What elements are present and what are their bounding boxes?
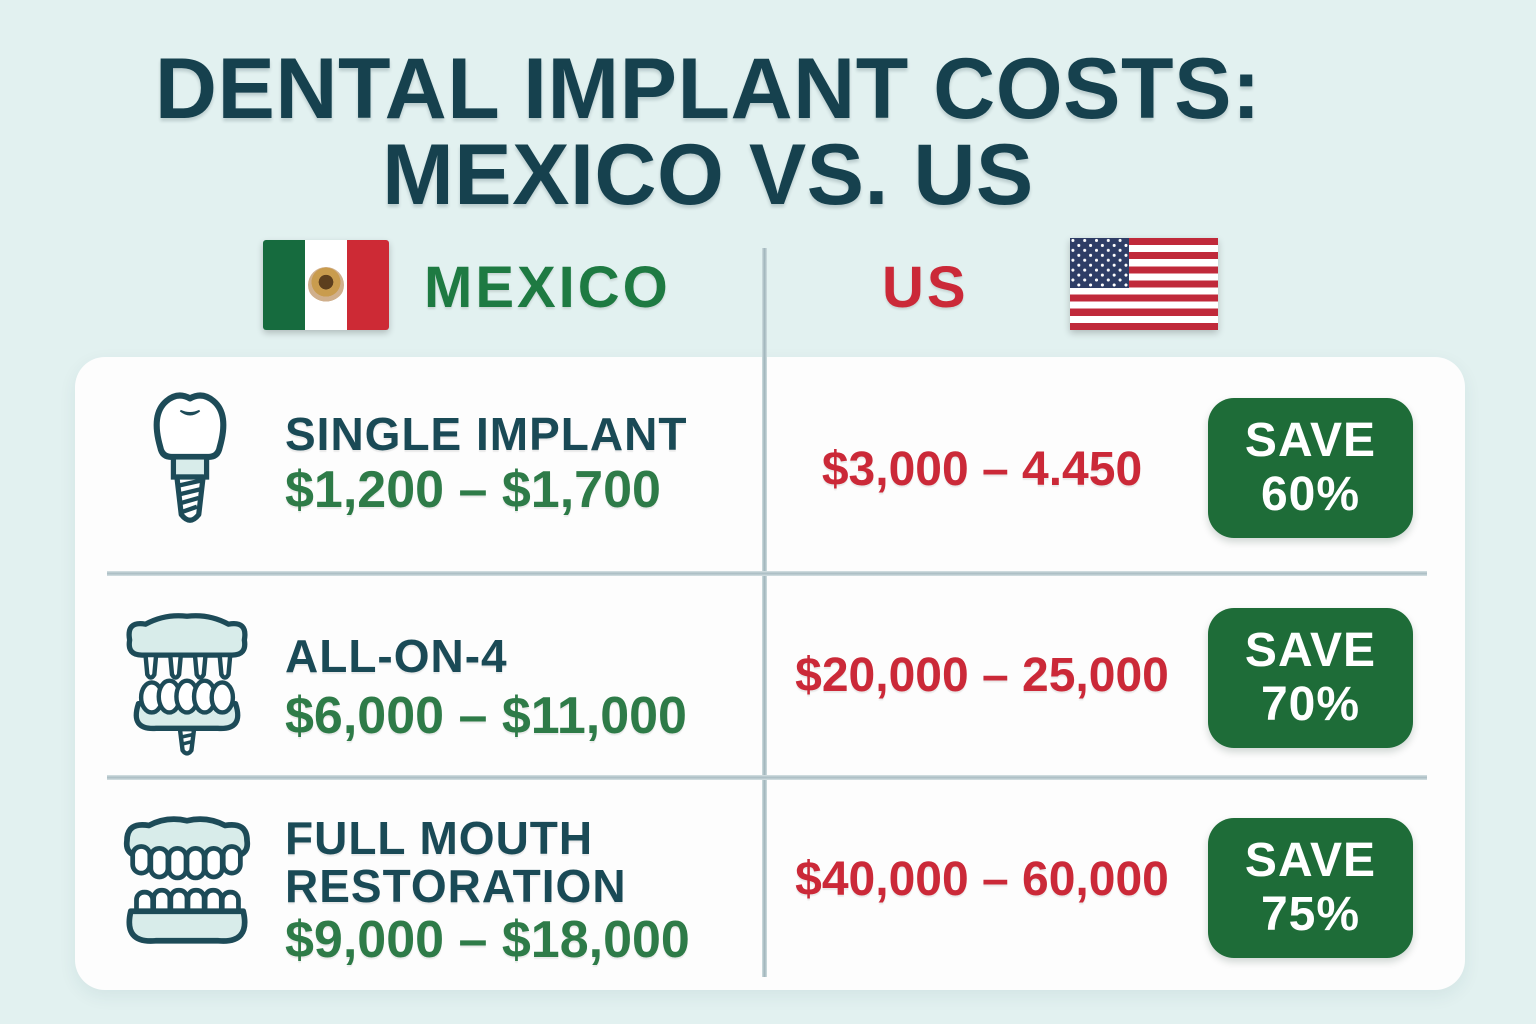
us-price: $3,000 – 4.450 [821,443,1143,496]
procedure-name-line: ALL-ON-4 [285,630,508,682]
mexico-price: $9,000 – $18,000 [285,911,690,969]
us-price: $20,000 – 25,000 [795,649,1169,702]
savings-badge-value: 60% [1260,468,1361,521]
mexico-flag-red-stripe [347,240,389,330]
savings-badge-label: SAVE [1244,834,1377,888]
procedure-name: ALL-ON-4 [285,630,508,682]
column-divider [762,248,767,977]
us-column-header: US [882,255,969,320]
savings-badge: SAVE 70% [1208,608,1413,748]
mexico-price: $1,200 – $1,700 [285,461,661,519]
savings-badge-value: 75% [1260,888,1361,941]
us-flag-stars-canton [1070,238,1129,288]
savings-badge: SAVE 75% [1208,818,1413,958]
procedure-name-line: FULL MOUTH [285,812,594,864]
procedure-name-line: SINGLE IMPLANT [285,408,688,460]
procedure-name-line: RESTORATION [285,860,627,913]
mexico-price: $6,000 – $11,000 [285,687,687,745]
procedure-name: SINGLE IMPLANT [285,408,688,460]
mexico-column-header: MEXICO [424,255,671,320]
mexico-coat-of-arms-icon [308,267,344,303]
savings-badge: SAVE 60% [1208,398,1413,538]
row-divider-1 [107,571,1427,576]
full-mouth-restoration-icon [106,810,268,962]
title-line1: DENTAL IMPLANT COSTS: [154,41,1262,137]
mexico-flag-green-stripe [263,240,305,330]
savings-badge-label: SAVE [1244,624,1377,678]
savings-badge-value: 70% [1260,678,1361,731]
savings-badge-label: SAVE [1244,414,1377,468]
mexico-flag-white-stripe [305,240,347,330]
single-implant-icon [142,386,238,534]
page-title: DENTAL IMPLANT COSTS: MEXICO VS. US [68,46,1348,218]
title-line2: MEXICO VS. US [382,127,1034,223]
us-price: $40,000 – 60,000 [795,853,1169,906]
procedure-name: FULL MOUTH RESTORATION [285,814,627,911]
row-divider-2 [107,775,1427,780]
us-flag-icon [1070,238,1218,330]
mexico-flag-icon [263,240,389,330]
all-on-4-icon [112,598,262,766]
